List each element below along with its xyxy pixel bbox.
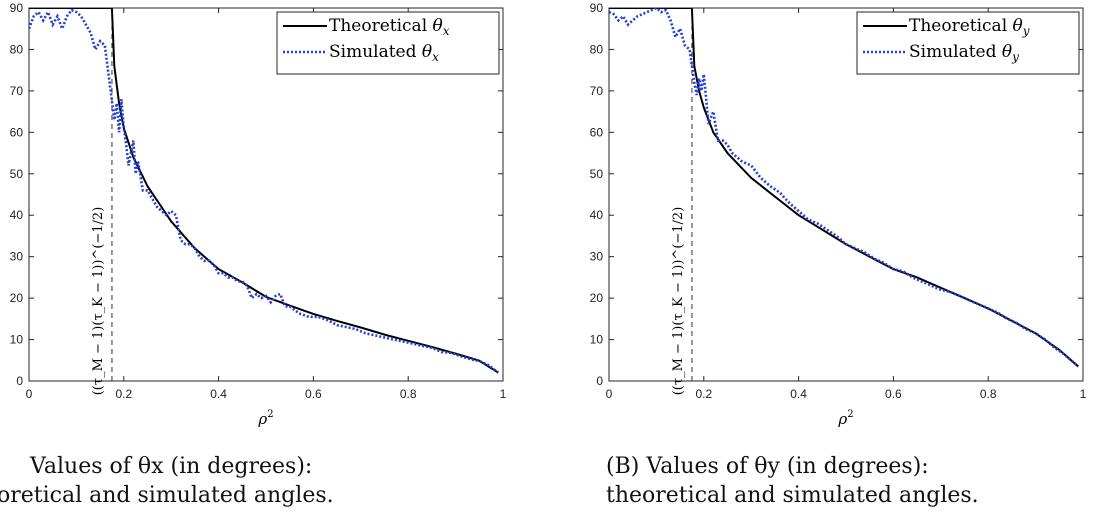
left-xtick-label: 0 bbox=[26, 387, 33, 401]
left-ytick-label: 20 bbox=[10, 291, 24, 305]
right-ytick-label: 20 bbox=[590, 291, 604, 305]
right-ytick-label: 0 bbox=[596, 374, 603, 388]
right-ytick-label: 60 bbox=[590, 125, 604, 139]
chart-theta-y: 0 10 20 30 40 50 60 70 80 90 0 0.2 0.4 0.6 0.8 1 ρ2 ((τ_M… bbox=[590, 1, 1087, 428]
right-legend-label: Simulated θy bbox=[909, 42, 1019, 64]
right-xtick-label: 0.2 bbox=[695, 387, 712, 401]
chart-theta-x: 0 10 20 30 40 50 60 70 80 90 0 0.2 0.4 0.6 0.8 1 ρ2 ((τ_M… bbox=[10, 1, 507, 428]
caption-right-line2: theoretical and simulated angles. bbox=[606, 483, 979, 508]
left-ytick-label: 70 bbox=[10, 84, 24, 98]
right-legend bbox=[856, 11, 1080, 75]
right-ytick-label: 90 bbox=[590, 1, 604, 15]
right-legend-label: Theoretical θy bbox=[909, 16, 1030, 38]
right-ytick-label: 80 bbox=[590, 42, 604, 56]
caption-left-line2: oretical and simulated angles. bbox=[0, 483, 334, 508]
caption-right-tag: (B) bbox=[606, 454, 640, 479]
right-ytick-label: 10 bbox=[590, 333, 604, 347]
left-legend bbox=[276, 11, 500, 75]
right-xtick-label: 0.4 bbox=[790, 387, 807, 401]
caption-left-line1: Values of θx (in degrees): bbox=[30, 454, 313, 479]
left-ytick-label: 40 bbox=[10, 208, 24, 222]
right-threshold-label: ((τ_M − 1)(τ_K − 1))^(−1/2) bbox=[671, 207, 686, 396]
right-ytick-label: 30 bbox=[590, 250, 604, 264]
left-ytick-label: 50 bbox=[10, 167, 24, 181]
left-legend-label: Theoretical θx bbox=[329, 16, 450, 38]
left-ytick-label: 30 bbox=[10, 250, 24, 264]
right-simulated-line bbox=[609, 8, 1080, 368]
left-xtick-label: 0.6 bbox=[305, 387, 322, 401]
left-xtick-label: 1 bbox=[500, 387, 507, 401]
caption-left: Values of θx (in degrees): oretical and … bbox=[0, 452, 334, 510]
left-xtick-label: 0.8 bbox=[400, 387, 417, 401]
left-ytick-label: 0 bbox=[16, 374, 23, 388]
left-legend-label: Simulated θx bbox=[329, 42, 439, 64]
left-ytick-label: 90 bbox=[10, 1, 24, 15]
caption-right-line1: Values of θy (in degrees): bbox=[646, 454, 929, 479]
left-threshold-label: ((τ_M − 1)(τ_K − 1))^(−1/2) bbox=[91, 207, 106, 396]
left-simulated-line bbox=[29, 8, 500, 374]
left-xtick-label: 0.4 bbox=[210, 387, 227, 401]
caption-right: (B) Values of θy (in degrees): theoretic… bbox=[606, 452, 979, 510]
left-ytick-label: 10 bbox=[10, 333, 24, 347]
right-xtick-label: 0 bbox=[606, 387, 613, 401]
right-xtick-label: 1 bbox=[1080, 387, 1087, 401]
left-ytick-label: 80 bbox=[10, 42, 24, 56]
right-x-axis-label: ρ2 bbox=[837, 409, 853, 428]
right-ytick-label: 40 bbox=[590, 208, 604, 222]
left-x-axis-label: ρ2 bbox=[257, 409, 273, 428]
right-ytick-label: 70 bbox=[590, 84, 604, 98]
right-xtick-label: 0.8 bbox=[980, 387, 997, 401]
left-ytick-label: 60 bbox=[10, 125, 24, 139]
left-xtick-label: 0.2 bbox=[115, 387, 132, 401]
right-xtick-label: 0.6 bbox=[885, 387, 902, 401]
right-ytick-label: 50 bbox=[590, 167, 604, 181]
